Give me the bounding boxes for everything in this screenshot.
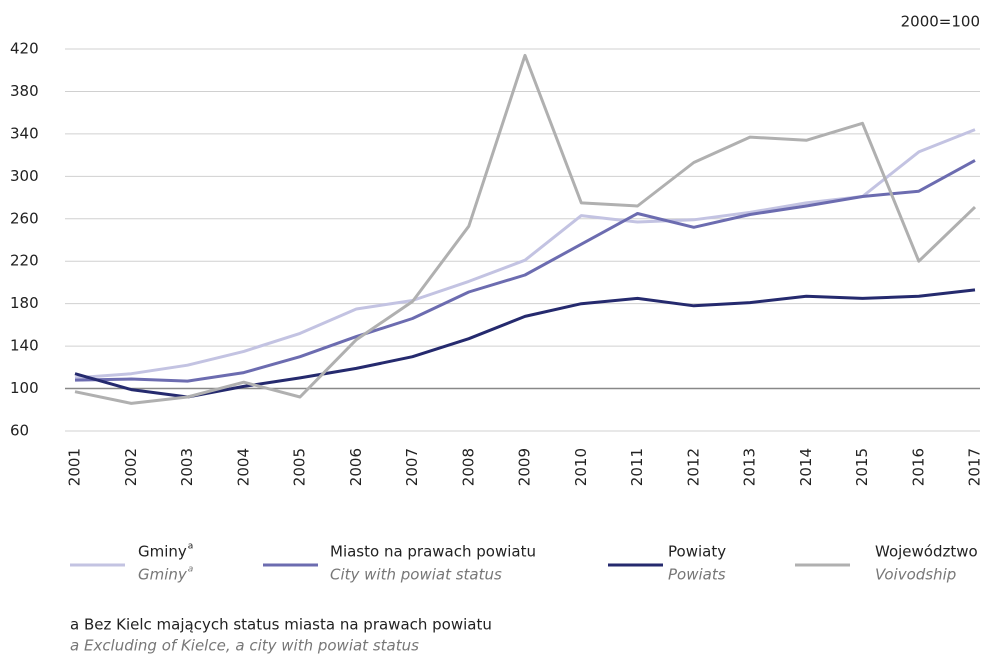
x-tick-label: 2017 [966,448,984,486]
x-tick-label: 2005 [291,448,309,486]
y-tick-label: 300 [10,167,39,185]
y-tick-label: 340 [10,124,39,142]
legend-label-en: Gminy [138,566,188,584]
legend-label: Gminy [138,543,187,561]
y-tick-label: 260 [10,209,39,227]
x-tick-label: 2002 [122,448,140,486]
footnote: a Bez Kielc mających status miasta na pr… [70,616,492,634]
y-tick-label: 220 [10,252,39,270]
legend-label: Województwo [875,543,978,561]
x-tick-label: 2008 [459,448,477,486]
legend-marker: a [188,542,194,552]
legend-marker: a [188,565,194,575]
y-tick-label: 380 [10,82,39,100]
annotation: 2000=100 [901,13,980,31]
legend-label-en: City with powiat status [330,566,502,584]
x-tick-label: 2013 [741,448,759,486]
legend-label: Miasto na prawach powiatu [330,543,536,561]
x-tick-label: 2007 [403,448,421,486]
y-tick-label: 420 [10,40,39,58]
x-tick-label: 2015 [853,448,871,486]
x-tick-label: 2009 [516,448,534,486]
series-line [74,128,976,380]
y-tick-label: 60 [10,422,29,440]
x-tick-label: 2014 [797,448,815,486]
x-tick-label: 2006 [347,448,365,486]
y-tick-label: 180 [10,294,39,312]
y-tick-label: 100 [10,379,39,397]
x-tick-label: 2016 [909,448,927,486]
footnote: a Excluding of Kielce, a city with powia… [70,637,419,654]
series-line [74,159,976,383]
x-tick-label: 2012 [684,448,702,486]
x-tick-label: 2004 [234,448,252,486]
series-line [74,288,976,399]
x-tick-label: 2001 [66,448,84,486]
x-tick-label: 2011 [628,448,646,486]
legend-label: Powiaty [668,543,726,561]
legend-label-en: Powiats [668,566,726,584]
y-tick-label: 140 [10,337,39,355]
x-tick-label: 2003 [178,448,196,486]
legend-label-en: Voivodship [875,566,956,584]
x-tick-label: 2010 [572,448,590,486]
series-line [74,53,977,405]
